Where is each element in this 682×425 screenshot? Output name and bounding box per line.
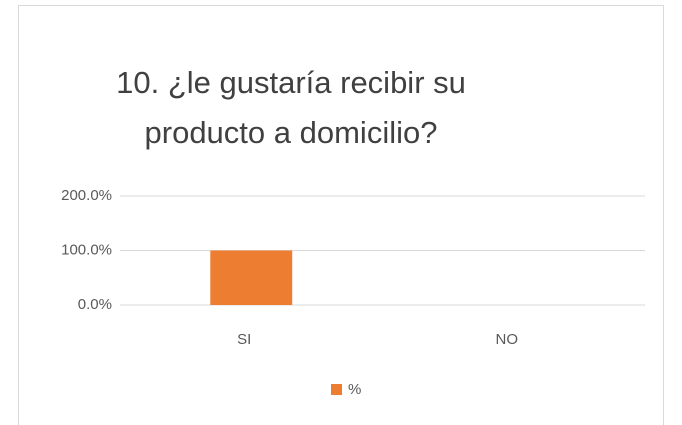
x-tick-label: NO (496, 331, 519, 348)
y-tick-label: 100.0% (61, 241, 112, 258)
chart-title: 10. ¿le gustaría recibir su producto a d… (116, 65, 466, 150)
x-tick-label: SI (237, 331, 251, 348)
bar (210, 250, 293, 305)
legend-swatch (331, 384, 342, 395)
legend-label: % (348, 381, 361, 398)
chart-border (18, 5, 664, 425)
y-tick-label: 0.0% (78, 296, 112, 313)
y-tick-label: 200.0% (61, 187, 112, 204)
